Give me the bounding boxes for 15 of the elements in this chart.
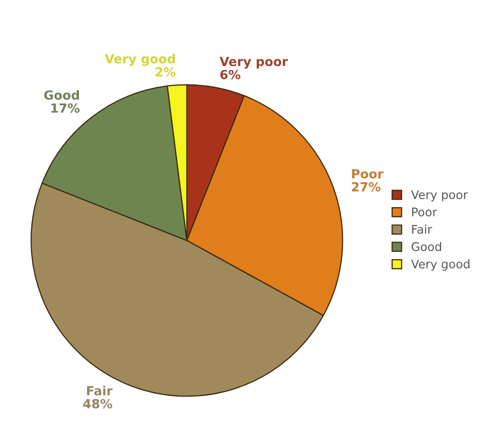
slice-label: Poor	[352, 169, 384, 179]
legend-label: Very poor	[411, 190, 468, 202]
data-label: 6%	[220, 70, 240, 80]
legend-label: Very good	[411, 259, 470, 271]
data-label: 27%	[352, 182, 380, 192]
slice-label: Good	[44, 90, 79, 100]
data-label: 48%	[83, 398, 112, 408]
legend-label: Good	[412, 242, 442, 252]
data-label: 17%	[51, 103, 80, 113]
legend-label: Poor	[412, 208, 438, 216]
slice-label: Fair	[87, 386, 113, 396]
legend-label: Fair	[412, 224, 432, 234]
data-label: 2%	[156, 67, 176, 77]
slice-label: Very good	[104, 54, 175, 66]
slice-label: Very poor	[220, 56, 288, 69]
